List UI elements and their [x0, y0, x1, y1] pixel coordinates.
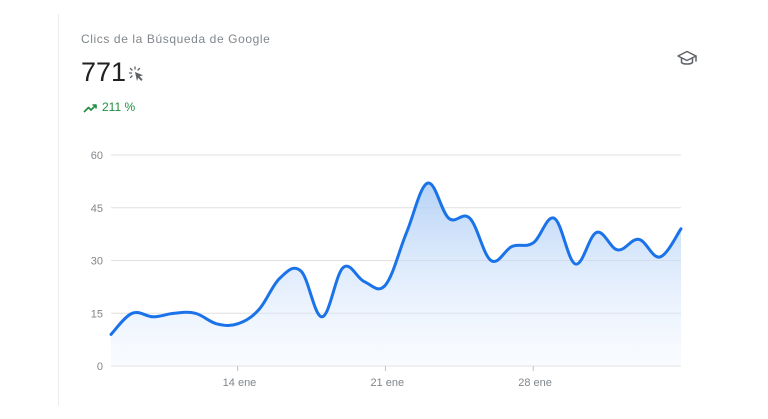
data-point[interactable]: [571, 260, 579, 268]
x-axis-tick-labels: 14 ene 21 ene 28 ene: [223, 366, 552, 389]
metric-row: 771: [81, 56, 146, 88]
data-point[interactable]: [381, 281, 389, 289]
data-point[interactable]: [508, 242, 516, 250]
trend-percentage: 211 %: [102, 100, 136, 114]
clicks-series-line[interactable]: [109, 181, 683, 336]
data-point[interactable]: [170, 309, 178, 317]
clicks-area-fill: [111, 182, 681, 366]
y-axis-tick-labels: 0 15 30 45 60: [91, 150, 103, 373]
data-point[interactable]: [297, 267, 305, 275]
data-point[interactable]: [191, 309, 199, 317]
data-point[interactable]: [487, 257, 495, 265]
data-point[interactable]: [276, 274, 284, 282]
x-tick-label: 28 ene: [518, 377, 552, 389]
y-tick-label: 45: [91, 203, 103, 215]
card-title: Clics de la Búsqueda de Google: [81, 32, 271, 46]
y-tick-label: 30: [91, 256, 103, 268]
data-point[interactable]: [614, 246, 622, 254]
data-point[interactable]: [593, 228, 601, 236]
school-cap-icon[interactable]: [676, 48, 698, 70]
data-point[interactable]: [128, 309, 136, 317]
data-point[interactable]: [403, 228, 411, 236]
data-point[interactable]: [318, 313, 326, 321]
y-tick-label: 60: [91, 150, 103, 162]
y-tick-label: 0: [97, 361, 103, 373]
trending-up-icon: [83, 101, 98, 113]
data-point[interactable]: [360, 278, 368, 286]
data-point[interactable]: [635, 235, 643, 243]
data-point[interactable]: [445, 214, 453, 222]
data-point[interactable]: [656, 253, 664, 261]
data-point[interactable]: [107, 330, 115, 338]
data-point[interactable]: [424, 179, 432, 187]
y-tick-label: 15: [91, 308, 103, 320]
data-point[interactable]: [550, 214, 558, 222]
search-clicks-card: 0 15 30 45 60 14 ene 21 ene 28 ene Clics de la…: [58, 14, 719, 406]
data-point[interactable]: [529, 239, 537, 247]
data-point[interactable]: [234, 320, 242, 328]
data-point[interactable]: [255, 306, 263, 314]
clicks-area-chart: 0 15 30 45 60 14 ene 21 ene 28 ene: [91, 150, 685, 389]
data-point[interactable]: [149, 313, 157, 321]
data-point[interactable]: [677, 225, 685, 233]
data-point[interactable]: [339, 264, 347, 272]
data-point[interactable]: [213, 320, 221, 328]
click-cursor-icon: [128, 65, 146, 83]
x-tick-label: 21 ene: [370, 377, 404, 389]
trend-row: 211 %: [83, 100, 135, 114]
clicks-total-value: 771: [81, 57, 127, 87]
x-tick-label: 14 ene: [223, 377, 257, 389]
data-point[interactable]: [466, 214, 474, 222]
